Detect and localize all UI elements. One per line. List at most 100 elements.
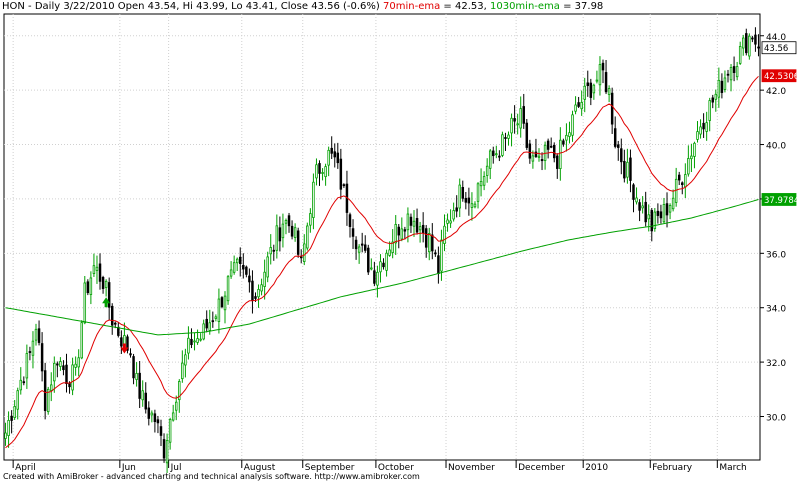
- candle-body: [677, 174, 681, 181]
- candle-body: [565, 134, 568, 141]
- candle-body: [745, 33, 748, 54]
- candle-body: [552, 145, 556, 159]
- value-badge-label: 37.9784: [764, 196, 799, 206]
- candle-body: [266, 256, 269, 278]
- candle-body: [498, 155, 501, 158]
- candle-body: [495, 153, 498, 156]
- candle-body: [607, 88, 611, 95]
- candle-body: [406, 213, 410, 231]
- candle-body: [412, 220, 416, 227]
- candle-body: [25, 353, 29, 379]
- candle-body: [455, 207, 458, 212]
- candle-body: [580, 101, 583, 110]
- candle-body: [86, 281, 90, 294]
- candle-body: [388, 249, 391, 256]
- candle-body: [223, 295, 227, 311]
- candle-body: [516, 123, 519, 126]
- x-tick-label: Jul: [170, 463, 182, 473]
- candle-body: [232, 262, 236, 273]
- candle-body: [549, 145, 553, 148]
- x-tick-label: September: [305, 463, 355, 473]
- candle-body: [382, 262, 385, 268]
- candle-body: [738, 46, 742, 64]
- candle-body: [187, 337, 190, 354]
- candle-body: [59, 361, 62, 367]
- candle-body: [424, 228, 428, 248]
- candle-body: [717, 79, 721, 98]
- candle-body: [751, 37, 754, 40]
- candle-body: [732, 66, 736, 73]
- candle-body: [43, 370, 47, 411]
- candle-body: [397, 226, 401, 236]
- candle-body: [464, 197, 468, 203]
- candle-body: [525, 122, 529, 148]
- chart-header: HON - Daily 3/22/2010 Open 43.54, Hi 43.…: [2, 1, 603, 13]
- y-tick-label: 36.0: [766, 250, 786, 260]
- candle-body: [287, 215, 291, 227]
- candle-body: [711, 97, 714, 103]
- candle-body: [251, 280, 254, 301]
- candle-body: [546, 140, 550, 150]
- candle-body: [748, 35, 751, 57]
- sell-arrow-icon: [120, 343, 129, 354]
- buy-arrow-icon: [102, 297, 111, 308]
- candle-body: [620, 148, 623, 163]
- candle-body: [98, 263, 102, 282]
- candle-body: [754, 34, 757, 45]
- candle-body: [89, 277, 93, 295]
- candle-body: [693, 142, 696, 157]
- candle-body: [428, 233, 431, 253]
- candle-body: [592, 84, 596, 94]
- y-tick-label: 44.0: [766, 33, 786, 43]
- candle-body: [165, 440, 169, 464]
- y-tick-label: 30.0: [766, 413, 786, 423]
- ema-long-line: [5, 199, 759, 336]
- y-tick-label: 42.0: [766, 87, 786, 97]
- candle-body: [107, 282, 111, 308]
- plot-area: [3, 13, 761, 461]
- candle-body: [357, 246, 361, 253]
- candle-body: [117, 326, 120, 336]
- ema-long-value: = 37.98: [563, 1, 604, 12]
- candle-body: [147, 407, 151, 419]
- candle-body: [485, 165, 489, 176]
- candle-body: [449, 220, 452, 224]
- candle-body: [174, 401, 178, 411]
- candle-body: [391, 241, 394, 253]
- candle-body: [702, 122, 705, 130]
- candle-body: [623, 161, 626, 179]
- candle-body: [638, 202, 641, 211]
- candle-body: [586, 82, 590, 87]
- x-tick-label: August: [244, 463, 276, 473]
- candle-body: [229, 269, 233, 277]
- candle-body: [132, 356, 135, 379]
- candle-body: [674, 178, 678, 203]
- ema-short-value: = 42.53,: [443, 1, 487, 12]
- candle-body: [242, 265, 245, 270]
- candle-body: [367, 247, 370, 273]
- candle-body: [37, 328, 41, 343]
- candle-body: [77, 357, 80, 368]
- candle-body: [714, 93, 718, 100]
- candle-body: [385, 252, 388, 271]
- candle-body: [370, 267, 373, 270]
- candle-body: [217, 298, 221, 322]
- candle-body: [656, 210, 660, 216]
- candle-body: [574, 104, 577, 112]
- candle-body: [617, 144, 620, 148]
- candle-body: [571, 114, 574, 136]
- candle-body: [321, 172, 324, 174]
- candle-body: [254, 296, 257, 299]
- x-tick-label: March: [719, 463, 746, 473]
- candle-body: [74, 363, 77, 368]
- x-tick-label: Jun: [121, 463, 136, 473]
- candle-body: [181, 362, 184, 380]
- candle-body: [196, 338, 199, 343]
- value-badge-ema-short: [761, 69, 797, 83]
- candle-body: [16, 390, 19, 410]
- candle-body: [141, 390, 144, 401]
- candle-body: [373, 270, 376, 284]
- candle-body: [306, 225, 309, 249]
- candle-body: [482, 176, 486, 186]
